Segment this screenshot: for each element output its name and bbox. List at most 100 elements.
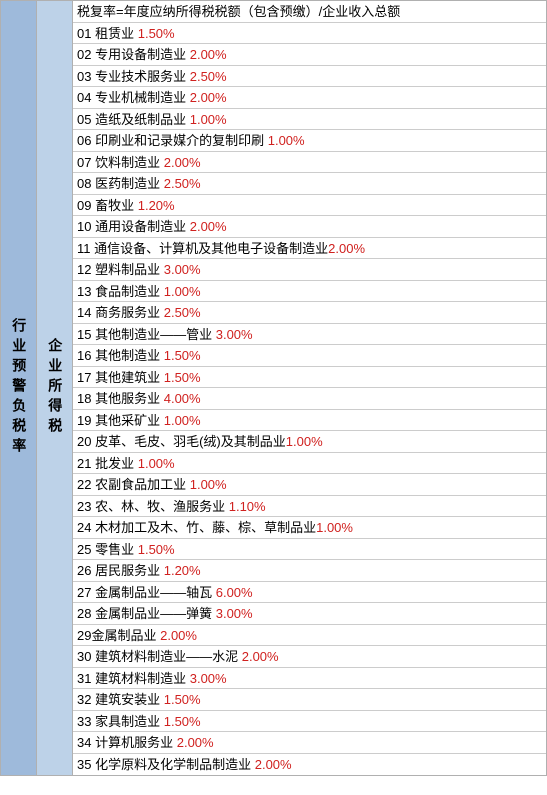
mid-label: 企业所得税 [47, 338, 62, 438]
row-number: 08 [77, 176, 91, 191]
row-number: 07 [77, 155, 91, 170]
row-percentage: 3.00% [216, 327, 253, 342]
row-percentage: 2.00% [242, 649, 279, 664]
row-percentage: 1.50% [138, 542, 175, 557]
table-row: 04 专业机械制造业 2.00% [73, 87, 546, 109]
row-number: 11 [77, 241, 91, 256]
row-percentage: 1.00% [164, 413, 201, 428]
row-number: 23 [77, 499, 91, 514]
row-number: 33 [77, 714, 91, 729]
row-number: 13 [77, 284, 91, 299]
row-number: 27 [77, 585, 91, 600]
table-row: 23 农、林、牧、渔服务业 1.10% [73, 496, 546, 518]
row-percentage: 2.00% [160, 628, 197, 643]
row-industry-name: 其他制造业 [95, 348, 160, 363]
row-industry-name: 金属制品业——弹簧 [95, 606, 212, 621]
table-row: 08 医药制造业 2.50% [73, 173, 546, 195]
row-number: 31 [77, 671, 91, 686]
row-industry-name: 建筑材料制造业 [95, 671, 186, 686]
row-number: 25 [77, 542, 91, 557]
row-percentage: 1.00% [268, 133, 305, 148]
row-industry-name: 金属制品业 [91, 628, 156, 643]
table-row: 31 建筑材料制造业 3.00% [73, 668, 546, 690]
row-number: 12 [77, 262, 91, 277]
row-number: 32 [77, 692, 91, 707]
row-percentage: 6.00% [216, 585, 253, 600]
table-row: 02 专用设备制造业 2.00% [73, 44, 546, 66]
row-percentage: 1.00% [138, 456, 175, 471]
table-row: 28 金属制品业——弹簧 3.00% [73, 603, 546, 625]
row-percentage: 2.00% [190, 47, 227, 62]
row-industry-name: 造纸及纸制品业 [95, 112, 186, 127]
table-row: 10 通用设备制造业 2.00% [73, 216, 546, 238]
row-percentage: 1.50% [164, 692, 201, 707]
row-industry-name: 租赁业 [95, 26, 134, 41]
row-percentage: 2.00% [164, 155, 201, 170]
row-percentage: 2.00% [190, 219, 227, 234]
row-percentage: 1.00% [286, 434, 323, 449]
row-number: 35 [77, 757, 91, 772]
row-number: 24 [77, 520, 91, 535]
row-industry-name: 商务服务业 [95, 305, 160, 320]
row-percentage: 2.00% [328, 241, 365, 256]
row-percentage: 4.00% [164, 391, 201, 406]
row-number: 29 [77, 628, 91, 643]
table-row: 29金属制品业 2.00% [73, 625, 546, 647]
row-percentage: 2.50% [190, 69, 227, 84]
row-number: 28 [77, 606, 91, 621]
row-percentage: 1.50% [138, 26, 175, 41]
table-row: 22 农副食品加工业 1.00% [73, 474, 546, 496]
row-industry-name: 专用设备制造业 [95, 47, 186, 62]
mid-column: 企业所得税 [37, 1, 73, 775]
row-number: 06 [77, 133, 91, 148]
row-percentage: 1.00% [316, 520, 353, 535]
row-number: 18 [77, 391, 91, 406]
row-industry-name: 农、林、牧、渔服务业 [95, 499, 225, 514]
table-row: 06 印刷业和记录媒介的复制印刷 1.00% [73, 130, 546, 152]
table-row: 15 其他制造业——管业 3.00% [73, 324, 546, 346]
row-number: 05 [77, 112, 91, 127]
row-industry-name: 化学原料及化学制品制造业 [95, 757, 251, 772]
table-row: 07 饮料制造业 2.00% [73, 152, 546, 174]
row-industry-name: 批发业 [95, 456, 134, 471]
row-industry-name: 金属制品业——轴瓦 [95, 585, 212, 600]
row-number: 21 [77, 456, 91, 471]
table-row: 32 建筑安装业 1.50% [73, 689, 546, 711]
table-row: 09 畜牧业 1.20% [73, 195, 546, 217]
row-industry-name: 专业技术服务业 [95, 69, 186, 84]
table-row: 21 批发业 1.00% [73, 453, 546, 475]
left-label: 行业预警负税率 [11, 318, 26, 458]
row-industry-name: 其他服务业 [95, 391, 160, 406]
row-percentage: 1.20% [164, 563, 201, 578]
row-percentage: 1.50% [164, 714, 201, 729]
row-number: 02 [77, 47, 91, 62]
row-number: 19 [77, 413, 91, 428]
row-number: 04 [77, 90, 91, 105]
row-number: 15 [77, 327, 91, 342]
table-row: 13 食品制造业 1.00% [73, 281, 546, 303]
row-percentage: 1.10% [229, 499, 266, 514]
table-row: 14 商务服务业 2.50% [73, 302, 546, 324]
table-row: 12 塑料制品业 3.00% [73, 259, 546, 281]
row-industry-name: 畜牧业 [95, 198, 134, 213]
row-number: 30 [77, 649, 91, 664]
table-row: 24 木材加工及木、竹、藤、棕、草制品业1.00% [73, 517, 546, 539]
tax-rate-table: 行业预警负税率 企业所得税 税复率=年度应纳所得税税额（包含预缴）/企业收入总额… [0, 0, 547, 776]
row-industry-name: 零售业 [95, 542, 134, 557]
table-row: 19 其他采矿业 1.00% [73, 410, 546, 432]
table-row: 01 租赁业 1.50% [73, 23, 546, 45]
row-industry-name: 其他制造业——管业 [95, 327, 212, 342]
row-percentage: 2.50% [164, 176, 201, 191]
table-row: 20 皮革、毛皮、羽毛(绒)及其制品业1.00% [73, 431, 546, 453]
left-column: 行业预警负税率 [1, 1, 37, 775]
row-industry-name: 木材加工及木、竹、藤、棕、草制品业 [95, 520, 316, 535]
row-industry-name: 皮革、毛皮、羽毛(绒)及其制品业 [95, 434, 286, 449]
row-industry-name: 食品制造业 [95, 284, 160, 299]
row-percentage: 2.00% [190, 90, 227, 105]
table-row: 11 通信设备、计算机及其他电子设备制造业2.00% [73, 238, 546, 260]
row-number: 22 [77, 477, 91, 492]
row-industry-name: 通信设备、计算机及其他电子设备制造业 [94, 241, 328, 256]
table-row: 03 专业技术服务业 2.50% [73, 66, 546, 88]
table-row: 27 金属制品业——轴瓦 6.00% [73, 582, 546, 604]
row-industry-name: 专业机械制造业 [95, 90, 186, 105]
